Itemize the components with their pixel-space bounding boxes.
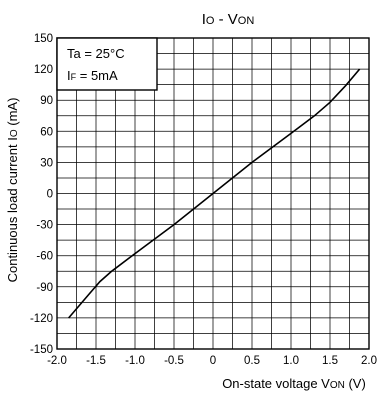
y-tick-label: -30 xyxy=(36,220,53,232)
x-tick-label: 1.0 xyxy=(283,355,299,367)
chart-title: IO - VON xyxy=(202,11,255,28)
y-tick-label: 0 xyxy=(47,189,53,201)
x-tick-label: 2.0 xyxy=(361,355,377,367)
x-tick-label: -2.0 xyxy=(47,355,67,367)
y-tick-label: -90 xyxy=(36,282,53,294)
y-tick-label: 120 xyxy=(34,64,53,76)
x-tick-label: 1.5 xyxy=(322,355,338,367)
x-tick-label: 0.5 xyxy=(244,355,260,367)
y-tick-label: 60 xyxy=(40,126,53,138)
y-tick-label: -120 xyxy=(30,313,53,325)
plot-frame xyxy=(56,37,370,350)
y-tick-label: 150 xyxy=(34,33,53,45)
y-axis-label: Continuous load current IO (mA) xyxy=(5,98,20,283)
y-tick-label: 90 xyxy=(40,95,53,107)
condition-ta: Ta = 25°C xyxy=(67,46,125,61)
x-axis-label: On-state voltage VON (V) xyxy=(222,376,366,391)
x-tick-label: 0 xyxy=(210,355,216,367)
conditions-box: Ta = 25°C IF = 5mA xyxy=(56,37,158,91)
x-tick-label: -1.0 xyxy=(125,355,145,367)
y-tick-label: -60 xyxy=(36,251,53,263)
x-tick-label: -0.5 xyxy=(164,355,184,367)
y-tick-label: -150 xyxy=(30,344,53,356)
y-tick-label: 30 xyxy=(40,157,53,169)
y-tick-labels: 150 120 90 60 30 0 -30 -60 -90 -120 -150 xyxy=(30,33,53,356)
series-line xyxy=(68,68,361,319)
x-tick-labels: -2.0 -1.5 -1.0 -0.5 0 0.5 1.0 1.5 2.0 xyxy=(47,355,377,367)
x-tick-label: -1.5 xyxy=(86,355,106,367)
condition-if: IF = 5mA xyxy=(67,68,118,83)
